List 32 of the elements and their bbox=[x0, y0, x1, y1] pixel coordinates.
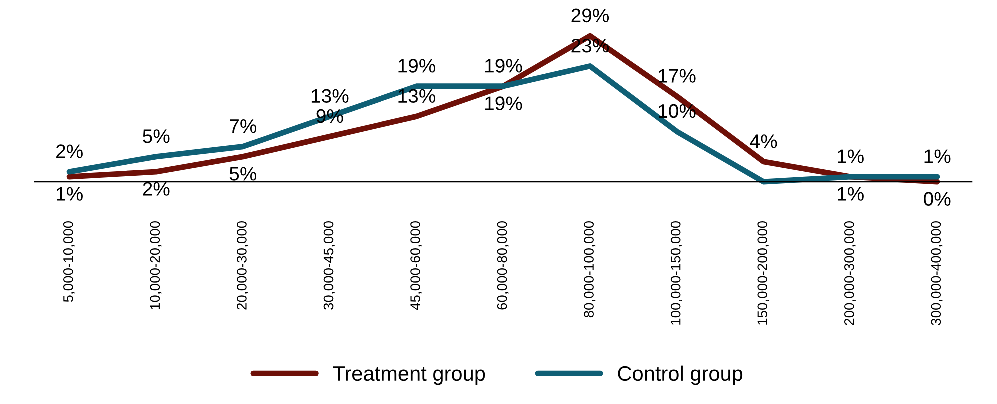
data-label: 17% bbox=[659, 69, 696, 83]
data-label: 10% bbox=[659, 104, 696, 118]
x-tick-label: 100,000-150,000 bbox=[670, 221, 682, 325]
x-tick-label: 200,000-300,000 bbox=[844, 221, 856, 326]
data-label: 2% bbox=[143, 182, 170, 196]
x-tick-label: 20,000-30,000 bbox=[237, 221, 249, 310]
data-label: 13% bbox=[312, 89, 349, 104]
legend-label: Treatment group bbox=[333, 366, 486, 386]
data-label: 5% bbox=[230, 167, 257, 181]
x-tick-label: 60,000-80,000 bbox=[497, 221, 509, 310]
data-label: 1% bbox=[838, 187, 864, 201]
data-label: 29% bbox=[572, 8, 610, 23]
data-label: 4% bbox=[750, 134, 778, 148]
x-tick-label: 5,000-10,000 bbox=[64, 221, 75, 302]
x-tick-label: 300,000-400,000 bbox=[931, 221, 943, 326]
x-tick-label: 45,000-60,000 bbox=[410, 221, 422, 310]
legend-label: Control group bbox=[618, 366, 743, 386]
x-tick-label: 30,000-45,000 bbox=[324, 221, 336, 310]
data-label: 5% bbox=[143, 130, 170, 144]
data-label: 13% bbox=[398, 89, 436, 104]
data-label: 2% bbox=[56, 144, 83, 158]
x-tick-label: 10,000-20,000 bbox=[150, 221, 162, 310]
x-tick-label: 150,000-200,000 bbox=[758, 221, 770, 325]
data-label: 1% bbox=[57, 187, 83, 201]
data-label: 19% bbox=[486, 59, 522, 73]
data-label: 1% bbox=[838, 150, 864, 164]
data-label: 0% bbox=[924, 192, 951, 206]
data-label: 19% bbox=[486, 96, 522, 110]
data-label: 19% bbox=[398, 59, 436, 73]
data-label: 1% bbox=[924, 150, 951, 164]
data-label: 7% bbox=[230, 120, 257, 134]
x-tick-label: 80,000-100,000 bbox=[584, 221, 596, 318]
